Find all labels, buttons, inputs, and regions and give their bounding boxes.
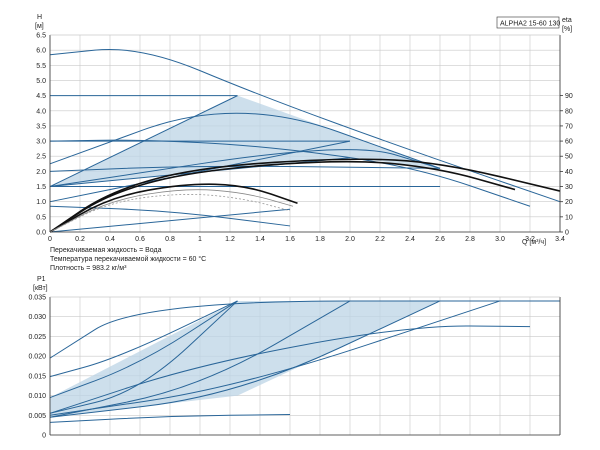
- y-tick-label: 1.0: [36, 199, 46, 206]
- top-curve-12: [49, 208, 291, 233]
- y2-tick-label: 0: [565, 230, 569, 237]
- top-series-group: [49, 48, 561, 233]
- top-curve-17: [49, 194, 291, 233]
- bottom-axes: [49, 296, 561, 436]
- y-tick-label: 6.5: [36, 33, 46, 40]
- bot-curve-0: [49, 300, 560, 359]
- y-tick-label: 0.5: [36, 214, 46, 221]
- top-y2-axis-unit: [%]: [562, 26, 572, 33]
- y2-tick-label: 80: [565, 108, 573, 115]
- y-tick-label: 4.0: [36, 108, 46, 115]
- x-tick-label: 2.6: [435, 236, 445, 243]
- top-curve-16: [49, 189, 294, 233]
- y-tick-label: 0: [42, 433, 46, 440]
- y-tick-label: 0.020: [28, 354, 46, 361]
- top-y-axis-title: H: [37, 14, 42, 21]
- x-tick-label: 1.2: [225, 236, 235, 243]
- top-curve-8: [49, 165, 441, 172]
- top-curve-11: [49, 205, 291, 227]
- bot-curve-6: [49, 300, 501, 416]
- top-tick-labels: 0.0 0.5 1.0 1.5 2.0 2.5 3.0 3.5 4.0 4.5 5.0 5.5 6.0 6…: [36, 33, 573, 244]
- bot-curve-7: [49, 325, 531, 414]
- note-density: Плотность = 983.2 кг/м³: [50, 265, 127, 272]
- bot-curve-1: [49, 300, 238, 378]
- y-tick-label: 0.025: [28, 334, 46, 341]
- operating-range-area: [50, 300, 440, 418]
- y-tick-label: 4.5: [36, 93, 46, 100]
- bottom-shaded-region: [50, 300, 440, 418]
- y2-tick-label: 20: [565, 199, 573, 206]
- top-curve-6: [49, 149, 441, 188]
- y-tick-label: 5.5: [36, 63, 46, 70]
- top-curve-15: [49, 183, 298, 233]
- x-tick-label: 1: [198, 236, 202, 243]
- x-tick-label: 2.0: [345, 236, 355, 243]
- x-tick-label: 0.4: [105, 236, 115, 243]
- model-label-box: [496, 16, 560, 29]
- y2-tick-label: 40: [565, 169, 573, 176]
- x-tick-label: 3.2: [525, 236, 535, 243]
- y-tick-label: 2.0: [36, 169, 46, 176]
- top-y2-axis-title: eta: [562, 17, 572, 24]
- top-curve-4: [49, 139, 531, 207]
- top-curve-7: [49, 140, 351, 203]
- x-tick-label: 2.8: [465, 236, 475, 243]
- x-tick-label: 0.6: [135, 236, 145, 243]
- y-tick-label: 0.0: [36, 230, 46, 237]
- top-x-axis-title: Q [м³/ч]: [522, 239, 546, 246]
- y-tick-label: 3.0: [36, 139, 46, 146]
- y-tick-label: 0.030: [28, 314, 46, 321]
- bottom-y-axis-title: P1: [37, 276, 46, 283]
- bot-curve-3: [49, 300, 238, 414]
- x-tick-label: 0.8: [165, 236, 175, 243]
- y-tick-label: 0.005: [28, 413, 46, 420]
- x-tick-label: 2.2: [375, 236, 385, 243]
- y2-tick-label: 90: [565, 93, 573, 100]
- bottom-series-group: [49, 300, 560, 423]
- bot-curve-8: [49, 413, 291, 423]
- y-tick-label: 3.5: [36, 123, 46, 130]
- model-label: ALPHA2 15-60 130: [500, 21, 560, 28]
- x-tick-label: 0.2: [75, 236, 85, 243]
- note-temperature: Температура перекачиваемой жидкости = 60…: [50, 255, 206, 263]
- y-tick-label: 1.5: [36, 184, 46, 191]
- y2-tick-label: 50: [565, 154, 573, 161]
- y2-tick-label: 70: [565, 123, 573, 130]
- y2-tick-label: 10: [565, 214, 573, 221]
- top-curve-0: [49, 48, 561, 203]
- note-fluid: Перекачиваемая жидкость = Вода: [50, 247, 162, 254]
- y-tick-label: 6.0: [36, 48, 46, 55]
- x-tick-label: 1.8: [315, 236, 325, 243]
- bottom-tick-labels: 0 0.005 0.010 0.015 0.020 0.025 0.030 0.035: [28, 295, 46, 440]
- x-tick-label: 0: [48, 236, 52, 243]
- bot-curve-2: [49, 300, 238, 399]
- x-tick-label: 2.4: [405, 236, 415, 243]
- y-tick-label: 0.015: [28, 373, 46, 380]
- y-tick-label: 5.0: [36, 78, 46, 85]
- y-tick-label: 2.5: [36, 154, 46, 161]
- x-tick-label: 3.4: [555, 236, 565, 243]
- y-tick-label: 0.035: [28, 295, 46, 302]
- top-axes: [49, 34, 563, 233]
- top-curve-2: [49, 112, 441, 169]
- y2-tick-label: 60: [565, 139, 573, 146]
- bottom-y-axis-unit: [кВт]: [33, 285, 48, 292]
- top-y-axis-unit: [м]: [35, 23, 44, 30]
- top-curve-14: [49, 160, 516, 233]
- y-tick-label: 0.010: [28, 393, 46, 400]
- x-tick-label: 1.6: [285, 236, 295, 243]
- bot-curve-4: [49, 300, 351, 418]
- head-efficiency-chart: 0.0 0.5 1.0 1.5 2.0 2.5 3.0 3.5 4.0 4.5 5.0 5.5 6.0 6…: [35, 14, 573, 272]
- y2-tick-label: 30: [565, 184, 573, 191]
- x-tick-label: 1.4: [255, 236, 265, 243]
- x-tick-label: 3.0: [495, 236, 505, 243]
